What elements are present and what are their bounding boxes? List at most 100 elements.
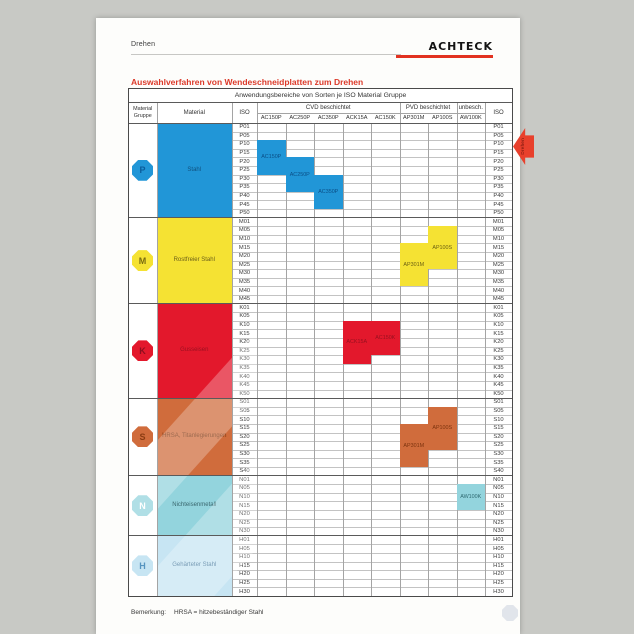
grid-line	[129, 122, 512, 124]
grid-line	[232, 355, 512, 356]
iso-cell-right-M05: M05	[492, 227, 505, 234]
iso-cell-right-P15: P15	[493, 150, 504, 157]
grid-line	[232, 441, 512, 442]
table-title: Anwendungsbereiche von Sorten je ISO Mat…	[234, 92, 407, 99]
grid-line	[129, 217, 512, 219]
iso-cell-right-P25: P25	[493, 167, 504, 174]
iso-cell-right-S15: S15	[493, 425, 504, 432]
grade-block-AP301M-M: AP301M	[399, 243, 428, 287]
grade-block-AC350P-P: AC350P	[314, 174, 343, 209]
iso-cell-left-M10: M10	[238, 236, 251, 243]
iso-cell-right-M35: M35	[492, 279, 505, 286]
section-label: Drehen	[131, 41, 156, 48]
grid-line	[232, 102, 233, 596]
material-group-icon-S: S	[132, 426, 153, 448]
iso-cell-right-P50: P50	[493, 210, 504, 217]
iso-cell-left-N30: N30	[239, 528, 250, 535]
iso-cell-right-K01: K01	[493, 304, 504, 311]
col-header-uncoated: unbesch.	[458, 104, 483, 111]
iso-cell-right-P10: P10	[493, 141, 504, 148]
grid-line	[232, 131, 512, 133]
iso-cell-left-K05: K05	[239, 313, 250, 320]
iso-cell-left-H10: H10	[239, 554, 250, 561]
iso-cell-right-P35: P35	[493, 184, 504, 191]
iso-cell-left-M25: M25	[238, 261, 251, 268]
grade-block-AC250P-P: AC250P	[285, 157, 314, 192]
iso-cell-left-N05: N05	[239, 485, 250, 492]
col-header-iso-left: ISO	[239, 109, 250, 116]
material-group-icon-K: K	[132, 340, 153, 362]
iso-cell-right-N10: N10	[493, 494, 504, 501]
grid-line	[232, 312, 512, 313]
iso-cell-left-P30: P30	[239, 175, 250, 182]
iso-cell-left-M30: M30	[238, 270, 251, 277]
iso-cell-right-H20: H20	[493, 571, 504, 578]
grid-line	[399, 102, 401, 596]
iso-cell-right-P05: P05	[493, 132, 504, 139]
iso-cell-right-N01: N01	[493, 476, 504, 483]
brand-logo-underline	[396, 55, 493, 58]
iso-cell-left-K01: K01	[239, 304, 250, 311]
iso-cell-right-P01: P01	[493, 124, 504, 131]
grid-line	[232, 406, 512, 408]
col-header-iso-right: ISO	[493, 109, 504, 116]
iso-cell-right-S35: S35	[493, 459, 504, 466]
grid-line	[232, 484, 512, 485]
grid-line	[232, 372, 512, 374]
iso-cell-left-K40: K40	[239, 373, 250, 380]
page-title: Auswahlverfahren von Wendeschneidplatten…	[131, 77, 364, 87]
grid-line	[232, 166, 512, 167]
grid-line	[232, 492, 512, 494]
col-header-cvd: CVD beschichtet	[305, 104, 351, 111]
grade-block-AP100S-M: AP100S	[428, 226, 457, 270]
iso-cell-left-P15: P15	[239, 150, 250, 157]
grade-block-AP301M-S: AP301M	[399, 424, 428, 467]
material-group-icon-N: N	[132, 495, 153, 517]
grid-line	[428, 123, 429, 596]
iso-cell-left-S40: S40	[239, 468, 250, 475]
material-cell-N: Nichteisenmetall	[156, 475, 232, 536]
grid-line	[232, 148, 512, 150]
iso-cell-left-K45: K45	[239, 382, 250, 389]
grid-line	[232, 174, 512, 176]
grid-line	[232, 389, 512, 391]
grid-line	[232, 269, 512, 270]
iso-cell-left-S25: S25	[239, 442, 250, 449]
iso-cell-left-K10: K10	[239, 322, 250, 329]
iso-cell-right-K05: K05	[493, 313, 504, 320]
iso-cell-left-K25: K25	[239, 347, 250, 354]
iso-cell-left-P20: P20	[239, 158, 250, 165]
grid-line	[232, 553, 512, 554]
iso-cell-left-M01: M01	[238, 218, 251, 225]
iso-cell-left-M35: M35	[238, 279, 251, 286]
grid-line	[232, 570, 512, 571]
iso-cell-right-H15: H15	[493, 562, 504, 569]
grid-line	[232, 260, 512, 262]
col-header-material: Material	[183, 109, 205, 116]
iso-cell-right-S05: S05	[493, 408, 504, 415]
material-cell-S: HRSA, Titanlegierungen	[156, 398, 232, 476]
iso-cell-right-K10: K10	[493, 322, 504, 329]
iso-cell-left-K30: K30	[239, 356, 250, 363]
iso-cell-left-N01: N01	[239, 476, 250, 483]
col-header-grade-AC250P: AC250P	[289, 115, 311, 121]
iso-cell-left-K50: K50	[239, 390, 250, 397]
col-header-grade-AC150P: AC150P	[260, 115, 282, 121]
iso-cell-right-M15: M15	[492, 244, 505, 251]
grid-line	[232, 501, 512, 503]
header-rule	[131, 54, 401, 55]
grid-line	[232, 544, 512, 546]
brand-logo: ACHTECK	[428, 40, 493, 53]
iso-cell-left-M05: M05	[238, 227, 251, 234]
iso-cell-left-P25: P25	[239, 167, 250, 174]
material-cell-K: Gusseisen	[156, 303, 232, 399]
grid-line	[129, 303, 512, 305]
iso-cell-right-M45: M45	[492, 296, 505, 303]
iso-cell-right-N15: N15	[493, 502, 504, 509]
iso-cell-right-P45: P45	[493, 201, 504, 208]
grid-line	[232, 561, 512, 563]
grid-line	[456, 102, 458, 596]
grid-line	[232, 157, 512, 159]
grid-line	[129, 102, 512, 103]
iso-cell-right-M40: M40	[492, 287, 505, 294]
